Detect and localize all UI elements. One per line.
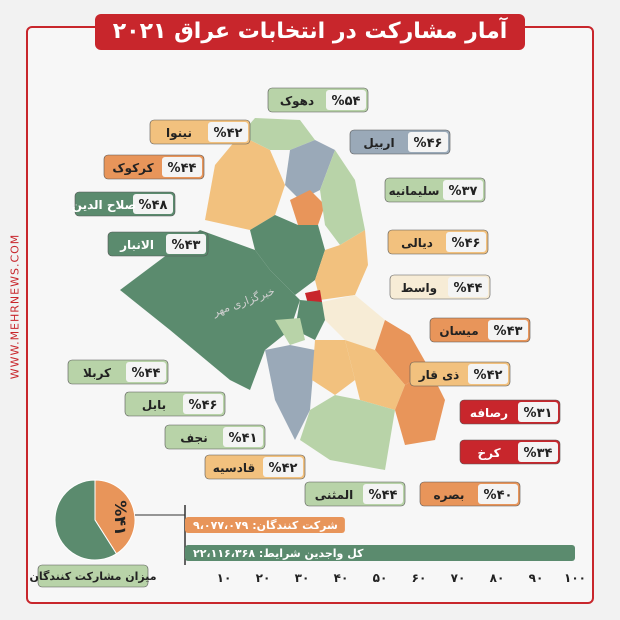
region-dohuk	[240, 118, 315, 150]
tick-label: ۳۰	[295, 571, 310, 585]
region-name-label: نجف	[180, 431, 207, 445]
region-pct-label: %۳۱	[524, 406, 553, 421]
region-baghdad	[305, 290, 322, 304]
region-name-label: قادسیه	[213, 461, 256, 475]
region-pct-bg	[448, 277, 488, 297]
region-muthanna	[300, 395, 395, 470]
region-name-label: بصره	[434, 488, 465, 502]
region-pct-bg	[126, 362, 166, 382]
region-pct-label: %۴۱	[229, 431, 258, 446]
bar-label: کل واجدین شرایط: ۲۲،۱۱۶،۳۶۸	[193, 547, 364, 560]
region-pct-label: %۴۲	[474, 368, 503, 383]
region-pct-label: %۴۶	[189, 398, 218, 413]
region-name-label: دیالی	[401, 236, 433, 250]
region-salahaddin	[250, 215, 325, 295]
region-diyala	[315, 230, 368, 300]
page-title: آمار مشارکت در انتخابات عراق ۲۰۲۱	[95, 14, 525, 50]
region-erbil	[285, 140, 335, 200]
tick-label: ۵۰	[373, 571, 388, 585]
region-name-label: سلیمانیه	[389, 184, 440, 198]
region-wasit	[322, 295, 385, 350]
region-pct-bg	[263, 457, 303, 477]
bar	[185, 517, 345, 533]
region-pct-label: %۵۴	[332, 94, 361, 109]
region-pct-bg	[326, 90, 366, 110]
region-name-label: نینوا	[166, 126, 192, 141]
tick-label: ۱۰	[217, 571, 232, 585]
region-pct-bg	[488, 320, 528, 340]
pie-title: میزان مشارکت کنندگان	[29, 570, 156, 583]
region-pct-bg	[518, 402, 558, 422]
region-najaf	[265, 345, 315, 440]
region-name-label: بابل	[142, 398, 166, 412]
region-pct-label: %۳۷	[449, 184, 478, 199]
region-dhiqar	[345, 340, 405, 410]
region-pct-bg	[468, 364, 508, 384]
region-name-label: میسان	[439, 324, 478, 338]
tick-label: ۶۰	[412, 571, 427, 585]
tick-label: ۴۰	[334, 571, 349, 585]
region-pct-bg	[446, 232, 486, 252]
region-name-label: اربیل	[363, 136, 394, 150]
region-name-label: رصافه	[470, 406, 508, 420]
region-pct-label: %۴۳	[494, 324, 523, 339]
region-pct-label: %۴۲	[269, 461, 298, 476]
tick-label: ۲۰	[256, 571, 271, 585]
region-pct-bg	[133, 194, 173, 214]
region-name-label: کرکوک	[112, 161, 153, 176]
region-name-label: دهوک	[280, 94, 314, 109]
region-name-label: الانبار	[119, 238, 154, 252]
tick-label: ۸۰	[490, 571, 505, 585]
region-pct-label: %۴۸	[139, 198, 168, 213]
region-pct-bg	[223, 427, 263, 447]
region-pct-bg	[443, 180, 483, 200]
pie-title-bg	[37, 564, 149, 588]
region-pct-bg	[162, 157, 202, 177]
region-pct-label: %۴۴	[454, 281, 483, 296]
tick-label: ۷۰	[451, 571, 466, 585]
region-pct-bg	[166, 234, 206, 254]
region-pct-bg	[363, 484, 403, 504]
region-basra	[395, 370, 445, 445]
pie-slice	[54, 479, 118, 561]
region-pct-label: %۴۰	[484, 488, 513, 503]
region-pct-label: %۴۴	[369, 488, 398, 503]
region-name-label: ذی قار	[418, 368, 460, 382]
region-pct-bg	[183, 394, 223, 414]
region-name-label: کرخ	[477, 446, 500, 460]
region-pct-bg	[408, 132, 448, 152]
tick-label: ۱۰۰	[564, 571, 586, 585]
region-name-label: صلاح الدین	[72, 198, 136, 212]
region-name-label: واسط	[401, 281, 437, 296]
region-pct-label: %۴۶	[414, 136, 443, 151]
region-pct-label: %۴۶	[452, 236, 481, 251]
region-name-label: کربلا	[83, 366, 111, 380]
region-pct-bg	[478, 484, 518, 504]
region-sulaymaniyah	[320, 150, 365, 245]
pie-label: %۴۱	[111, 500, 130, 536]
region-qadisiyah	[312, 340, 355, 395]
bar-label: شرکت کنندگان: ۹،۰۷۷،۰۷۹	[193, 519, 338, 532]
region-anbar	[120, 230, 300, 390]
iraq-map	[120, 118, 445, 470]
region-karbala	[275, 318, 305, 345]
region-pct-label: %۴۴	[168, 161, 197, 176]
bar	[185, 545, 575, 561]
region-pct-label: %۴۲	[214, 126, 243, 141]
region-name-label: المثنی	[315, 488, 354, 502]
region-pct-label: %۳۴	[524, 446, 553, 461]
region-kirkuk	[290, 190, 325, 225]
region-pct-label: %۴۴	[132, 366, 161, 381]
region-pct-label: %۴۳	[172, 238, 201, 253]
region-pct-bg	[208, 122, 248, 142]
region-pct-bg	[518, 442, 558, 462]
tick-label: ۹۰	[529, 571, 544, 585]
region-ninawa	[205, 135, 285, 230]
